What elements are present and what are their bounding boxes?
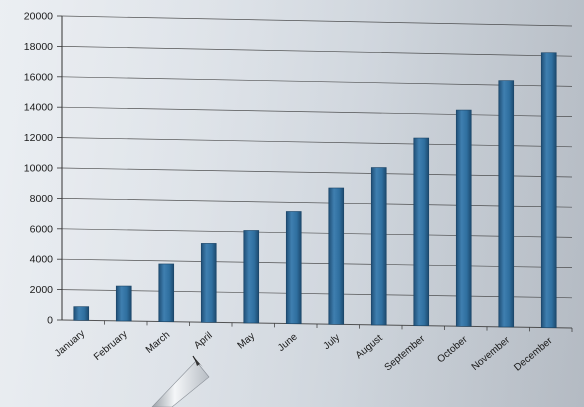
x-tick-label: August: [354, 333, 385, 362]
x-tick-label: February: [92, 329, 130, 363]
bar: [285, 211, 302, 324]
bar: [498, 80, 515, 328]
y-tick-label: 2000: [30, 284, 54, 296]
y-tick-label: 16000: [24, 71, 53, 83]
bar: [243, 230, 260, 324]
x-tick-label: September: [383, 333, 428, 373]
x-tick-label: July: [321, 332, 342, 352]
y-tick-label: 10000: [24, 163, 53, 175]
y-tick-label: 6000: [30, 223, 54, 235]
gridline: [61, 258, 573, 268]
y-tick-label: 4000: [30, 254, 54, 266]
x-tick-label: October: [435, 334, 470, 366]
y-tick-label: 8000: [30, 193, 54, 205]
bar: [540, 52, 557, 328]
y-tick-label: 12000: [24, 132, 53, 144]
bar: [115, 285, 132, 322]
x-tick-label: March: [144, 330, 172, 356]
x-tick-label: June: [276, 331, 300, 354]
gridline: [61, 228, 573, 238]
y-tick-label: 14000: [24, 102, 53, 114]
gridline: [61, 289, 573, 299]
bar: [158, 263, 175, 322]
y-tick-label: 18000: [24, 41, 53, 53]
gridline: [61, 198, 573, 208]
pen-icon: [151, 355, 210, 407]
y-tick-label: 20000: [24, 11, 53, 23]
bar: [73, 306, 90, 321]
bars: [73, 52, 557, 328]
gridline: [61, 137, 573, 148]
x-tick-label: April: [192, 330, 214, 351]
bar: [370, 167, 387, 326]
bar: [455, 109, 472, 327]
y-axis: 0 2000 4000 6000 8000 10000 12000 14000 16000 180…: [24, 11, 63, 327]
bar: [328, 187, 345, 325]
x-tick-label: May: [236, 331, 258, 352]
y-tick-label: 0: [47, 315, 53, 327]
x-tick-label: January: [53, 328, 87, 359]
gridline: [61, 106, 573, 117]
x-tick-label: December: [512, 335, 555, 374]
gridline: [61, 167, 573, 178]
bar: [413, 137, 430, 326]
gridlines: [61, 15, 573, 329]
gridline: [61, 15, 573, 27]
bar: [200, 243, 217, 323]
x-axis: January February March April May June July Augu…: [53, 320, 573, 374]
gridline: [61, 76, 573, 87]
gridline: [61, 46, 573, 57]
x-tick-label: November: [470, 334, 513, 373]
